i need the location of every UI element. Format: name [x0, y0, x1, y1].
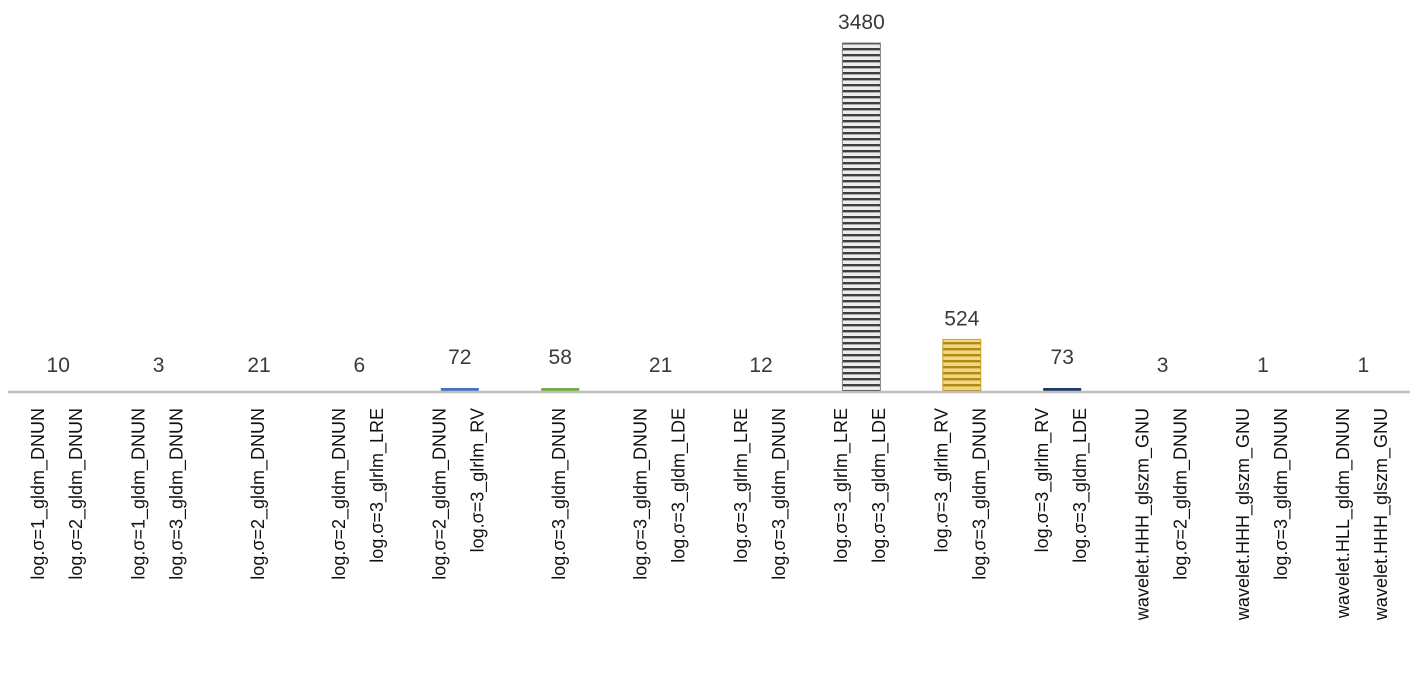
- category-label-10-2: log.σ=3_gldm_DNUN: [970, 408, 991, 580]
- category-label-8-2: log.σ=3_gldm_DNUN: [769, 408, 790, 580]
- category-label-8-1: log.σ=3_glrlm_LRE: [731, 408, 752, 563]
- category-label-11-2: log.σ=3_gldm_LDE: [1070, 408, 1091, 563]
- category-label-4-2: log.σ=3_glrlm_LRE: [367, 408, 388, 563]
- category-label-13-1: wavelet.HHH_glszm_GNU: [1233, 408, 1254, 621]
- value-label-6: 58: [549, 346, 572, 369]
- category-labels-layer: log.σ=1_gldm_DNUN log.σ=2_gldm_DNUN log.σ=…: [28, 408, 1392, 621]
- category-label-1-1: log.σ=1_gldm_DNUN: [28, 408, 49, 580]
- category-label-1-2: log.σ=2_gldm_DNUN: [66, 408, 87, 580]
- category-label-7-2: log.σ=3_gldm_LDE: [668, 408, 689, 563]
- category-label-2-1: log.σ=1_gldm_DNUN: [128, 408, 149, 580]
- category-label-13-2: log.σ=3_gldm_DNUN: [1271, 408, 1292, 580]
- value-label-9: 3480: [838, 11, 885, 34]
- category-label-5-2: log.σ=3_glrlm_RV: [468, 408, 489, 552]
- bar-5: [440, 388, 479, 392]
- value-labels-layer: 10 3 21 6 72 58 21 12 3480 524 73 3 1 1: [47, 11, 1370, 377]
- category-label-6-1: log.σ=3_gldm_DNUN: [549, 408, 570, 580]
- value-label-4: 6: [354, 354, 366, 377]
- value-label-11: 73: [1051, 346, 1074, 369]
- bar-10: [942, 338, 982, 393]
- bar-11: [1043, 388, 1082, 392]
- category-label-9-1: log.σ=3_glrlm_LRE: [831, 408, 852, 563]
- category-label-12-1: wavelet.HHH_glszm_GNU: [1132, 408, 1153, 621]
- category-label-3-1: log.σ=2_gldm_DNUN: [248, 408, 269, 580]
- category-label-9-2: log.σ=3_gldm_LDE: [869, 408, 890, 563]
- category-label-12-2: log.σ=2_gldm_DNUN: [1170, 408, 1191, 580]
- value-label-7: 21: [649, 354, 672, 377]
- value-label-12: 3: [1157, 354, 1169, 377]
- value-label-5: 72: [448, 346, 471, 369]
- category-label-10-1: log.σ=3_glrlm_RV: [932, 408, 953, 552]
- category-label-4-1: log.σ=2_gldm_DNUN: [329, 408, 350, 580]
- value-label-1: 10: [47, 354, 70, 377]
- category-label-14-2: wavelet.HHH_glszm_GNU: [1371, 408, 1392, 621]
- bar-9: [841, 42, 881, 393]
- value-label-3: 21: [247, 354, 270, 377]
- bars-layer: [440, 42, 1082, 393]
- value-label-2: 3: [153, 354, 165, 377]
- value-label-14: 1: [1358, 354, 1370, 377]
- category-label-14-1: wavelet.HLL_gldm_DNUN: [1333, 408, 1354, 619]
- bar-6: [541, 388, 580, 392]
- category-label-11-1: log.σ=3_glrlm_RV: [1032, 408, 1053, 552]
- category-label-5-1: log.σ=2_gldm_DNUN: [430, 408, 451, 580]
- category-label-2-2: log.σ=3_gldm_DNUN: [166, 408, 187, 580]
- value-label-10: 524: [944, 307, 979, 330]
- value-label-8: 12: [749, 354, 772, 377]
- category-label-7-1: log.σ=3_gldm_DNUN: [630, 408, 651, 580]
- value-label-13: 1: [1257, 354, 1269, 377]
